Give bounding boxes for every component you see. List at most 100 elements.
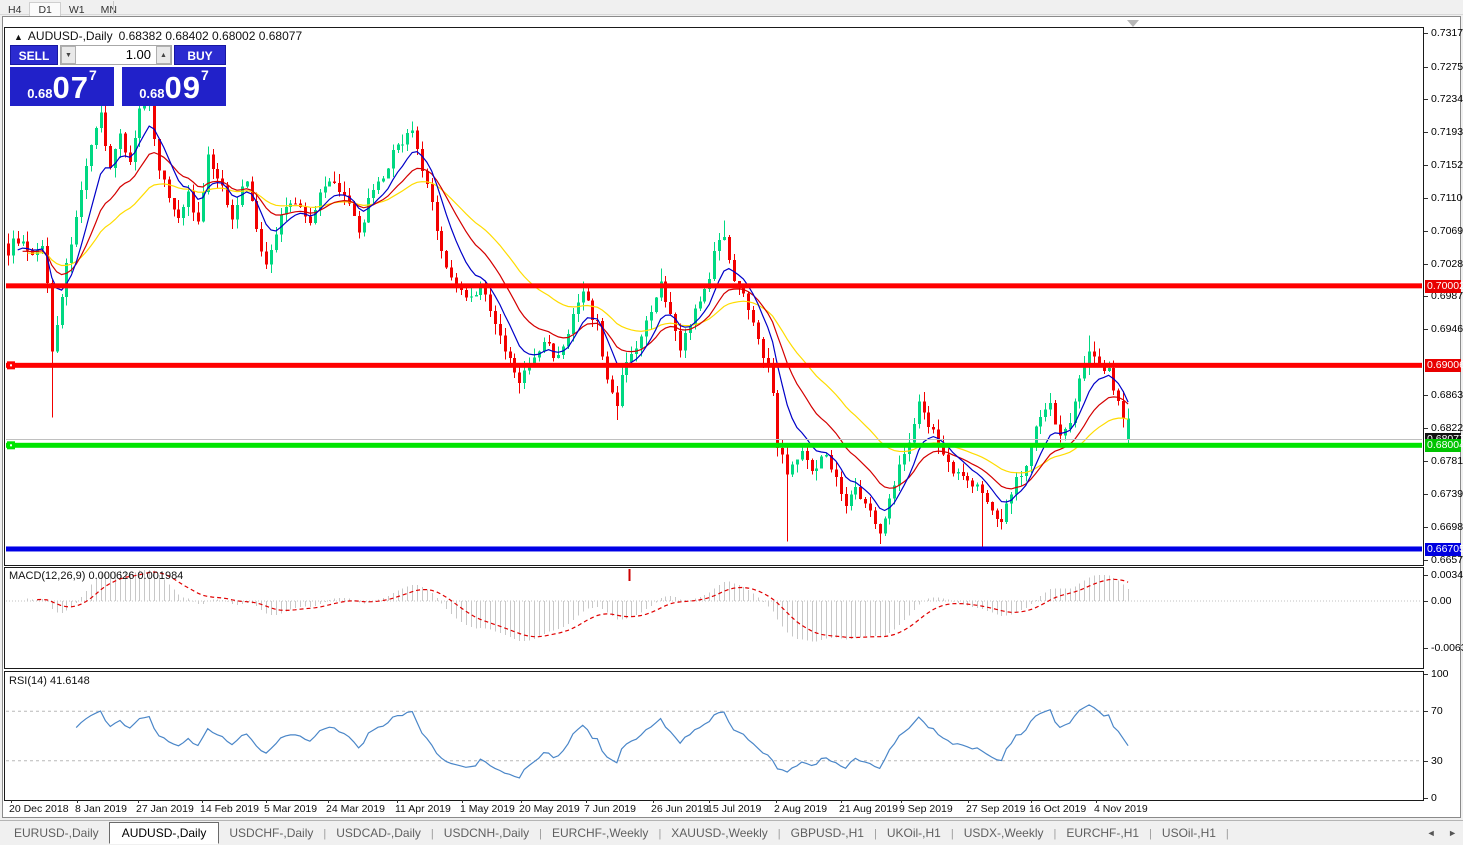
macd-values: 0.000626 0.001984: [88, 570, 184, 582]
tab-scroll-right-icon[interactable]: ►: [1448, 828, 1457, 838]
price-axis-tick: [1424, 99, 1428, 101]
hline-resistance-0.70002[interactable]: [6, 283, 1422, 289]
tab-eurchf-weekly[interactable]: EURCHF-,Weekly: [551, 826, 649, 840]
tab-usdchf-daily[interactable]: USDCHF-,Daily: [229, 826, 314, 840]
date-axis-tick: [328, 800, 329, 803]
date-axis-label: 2 Aug 2019: [774, 803, 828, 815]
tab-ukoil-h1[interactable]: UKOil-,H1: [886, 826, 941, 840]
price-level-label: 0.69006: [1425, 359, 1463, 373]
date-axis-tick: [202, 800, 203, 803]
sell-button[interactable]: SELL: [10, 45, 58, 65]
macd-axis-label: -0.00637: [1431, 642, 1463, 655]
price-axis-tick: [1424, 296, 1428, 298]
tab-audusd-daily[interactable]: AUDUSD-,Daily: [108, 822, 220, 844]
buy-price-pip: 7: [201, 67, 209, 83]
date-axis-tick: [586, 800, 587, 803]
price-axis-tick: [1424, 527, 1428, 529]
rsi-label: RSI(14) 41.6148: [9, 675, 90, 687]
rsi-axis-label: 70: [1431, 705, 1443, 718]
rsi-indicator-pane[interactable]: [4, 671, 1424, 801]
rsi-axis-tick: [1424, 798, 1428, 799]
tab-usdcnh-daily[interactable]: USDCNH-,Daily: [443, 826, 530, 840]
macd-axis-label: 0.00: [1431, 595, 1452, 607]
macd-axis-label: 0.00349: [1431, 568, 1463, 581]
date-axis-label: 14 Feb 2019: [200, 803, 259, 815]
price-axis-tick: [1424, 33, 1428, 34]
tab-separator: |: [658, 828, 662, 840]
price-axis-tick: [1424, 494, 1428, 496]
tab-xauusd-weekly[interactable]: XAUUSD-,Weekly: [671, 826, 768, 840]
price-level-label: 0.70002: [1425, 279, 1463, 293]
date-axis-tick: [1096, 800, 1097, 803]
macd-axis-tick: [1424, 648, 1428, 650]
price-axis-tick: [1424, 329, 1428, 331]
volume-increase-button[interactable]: ▲: [156, 46, 171, 64]
rsi-value: 41.6148: [49, 675, 90, 687]
timeframe-button-w1[interactable]: W1: [68, 4, 85, 16]
sell-price-button[interactable]: 0.68077: [10, 67, 114, 106]
price-axis-tick: [1424, 131, 1428, 133]
chart-title: ▲ AUDUSD-,Daily 0.68382 0.68402 0.68002 0.…: [14, 29, 302, 43]
tab-eurchf-h1[interactable]: EURCHF-,H1: [1066, 826, 1140, 840]
hline-support-0.66705[interactable]: [6, 546, 1422, 552]
date-axis-tick: [968, 800, 969, 803]
date-axis-label: 7 Jun 2019: [584, 803, 636, 815]
one-click-trading-panel: SELL ▼ 1.00 ▲ BUY 0.68077 0.68097: [8, 44, 228, 106]
buy-price-button[interactable]: 0.68097: [122, 67, 226, 106]
volume-box: ▼ 1.00 ▲: [60, 45, 172, 65]
chart-shift-marker-icon[interactable]: [1127, 20, 1139, 27]
price-chart-pane[interactable]: [4, 27, 1424, 566]
date-axis-label: 20 May 2019: [519, 803, 580, 815]
hline-support-0.68004[interactable]: [6, 442, 1422, 448]
volume-decrease-button[interactable]: ▼: [61, 46, 76, 64]
date-axis-tick: [77, 800, 78, 803]
price-axis-tick: [1424, 230, 1428, 232]
sell-price-pip: 7: [89, 67, 97, 83]
tab-scroll-left-icon[interactable]: ◄: [1426, 828, 1436, 838]
date-axis-tick: [521, 800, 522, 803]
timeframe-button-d1[interactable]: D1: [29, 2, 61, 17]
date-axis-label: 8 Jan 2019: [75, 803, 127, 815]
tab-usoil-h1[interactable]: USOil-,H1: [1161, 826, 1216, 840]
tab-usdcad-daily[interactable]: USDCAD-,Daily: [336, 826, 421, 840]
timeframe-button-h4[interactable]: H4: [8, 4, 22, 16]
timeframe-toolbar: H4 D1 W1 MN: [0, 0, 1463, 17]
date-axis-tick: [709, 800, 710, 803]
date-axis-label: 20 Dec 2018: [9, 803, 69, 815]
date-axis-tick: [138, 800, 139, 803]
chart-tab-bar: EURUSD-,Daily AUDUSD-,Daily USDCHF-,Daily |…: [0, 820, 1463, 845]
date-axis-label: 5 Mar 2019: [264, 803, 318, 815]
date-axis-label: 27 Sep 2019: [966, 803, 1026, 815]
tab-gbpusd-h1[interactable]: GBPUSD-,H1: [790, 826, 864, 840]
tab-separator: |: [1225, 828, 1229, 840]
price-axis-tick: [1424, 428, 1428, 430]
macd-axis-tick: [1424, 574, 1428, 576]
timeframe-button-mn[interactable]: MN: [100, 4, 117, 16]
tab-usdx-weekly[interactable]: USDX-,Weekly: [963, 826, 1044, 840]
date-axis-tick: [1031, 800, 1032, 803]
tab-separator: |: [777, 828, 781, 840]
date-axis: 20 Dec 2018 8 Jan 2019 27 Jan 2019 14 Feb 2…: [2, 800, 1424, 818]
tab-separator: |: [430, 828, 434, 840]
tab-separator: |: [873, 828, 877, 840]
rsi-axis-tick: [1424, 711, 1428, 713]
hline-resistance-0.69006[interactable]: [6, 362, 1422, 368]
price-level-label: 0.66705: [1425, 542, 1463, 556]
date-axis-label: 21 Aug 2019: [839, 803, 898, 815]
date-axis-label: 9 Sep 2019: [899, 803, 953, 815]
sell-price-prefix: 0.68: [27, 86, 53, 101]
volume-input[interactable]: 1.00: [125, 47, 151, 62]
rsi-axis-label: 100: [1431, 668, 1449, 680]
macd-indicator-pane[interactable]: [4, 567, 1424, 669]
buy-button[interactable]: BUY: [174, 45, 226, 65]
price-axis-tick: [1424, 395, 1428, 397]
date-axis-tick: [776, 800, 777, 803]
tab-eurusd-daily[interactable]: EURUSD-,Daily: [14, 826, 99, 840]
